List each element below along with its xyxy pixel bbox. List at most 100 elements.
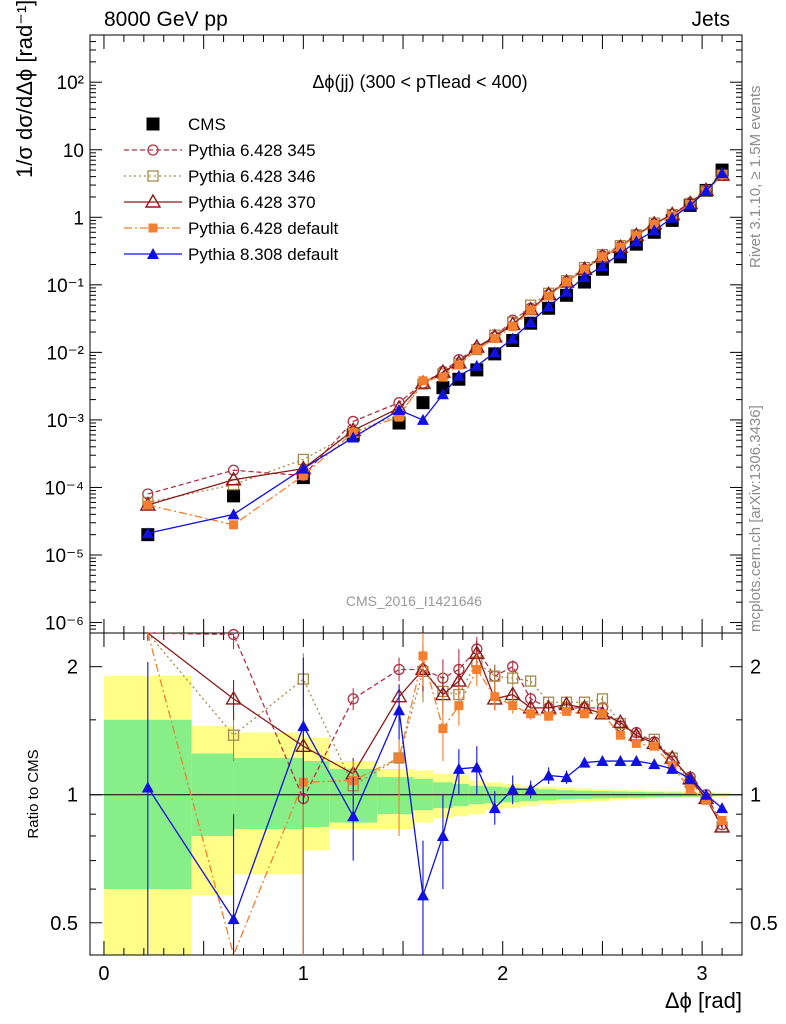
pythia-6-428-default-ratio-point xyxy=(631,738,641,748)
pythia-6-428-default-ratio-line xyxy=(147,632,723,958)
pythia-6-428-default-ratio-point xyxy=(615,730,625,740)
pythia-8-308-default-ratio-point xyxy=(347,810,360,822)
y-tick-label: 10⁻² xyxy=(47,343,85,364)
axis-ticks xyxy=(90,34,742,955)
legend-marker-pythia-6-428-default xyxy=(148,223,158,233)
pythia-6-428-346-ratio-point xyxy=(227,729,240,741)
pythia-8-308-default-point xyxy=(141,527,154,539)
pythia-8-308-default-ratio-point xyxy=(596,755,609,767)
pythia-8-308-default-point xyxy=(614,247,627,259)
pythia-8-308-default-ratio-point xyxy=(297,720,310,732)
pythia-6-428-default-point xyxy=(229,520,239,530)
pythia-8-308-default-point xyxy=(648,224,661,236)
pythia-8-308-default-ratio-point xyxy=(393,704,406,716)
stat-uncertainty-band xyxy=(233,757,304,830)
legend-marker-cms xyxy=(146,117,160,131)
y-tick-label: 10⁻⁵ xyxy=(45,546,84,567)
pythia-6-428-default-ratio-point xyxy=(597,709,607,719)
pythia-6-428-345-point xyxy=(347,415,359,428)
pythia-6-428-370-ratio-point xyxy=(612,713,629,729)
pythia-8-308-default-ratio-point xyxy=(666,762,679,774)
pythia-6-428-346-ratio-point xyxy=(507,672,519,684)
ratio-y-tick-label: 0.5 xyxy=(50,913,78,935)
rivet-version-label: Rivet 3.1.10, ≥ 1.5M events xyxy=(747,85,764,269)
axis-labels: 10⁻⁶ 10⁻⁵ 10⁻⁴ 10⁻³ 10⁻² 10⁻¹ 1 10 10² 0 1 2 3 0.5 0.5… xyxy=(12,0,778,1013)
legend-label-pythia-6-428-default: Pythia 6.428 default xyxy=(188,219,339,238)
pythia-6-428-default-ratio-point xyxy=(717,815,727,825)
pythia-6-428-345-ratio-point xyxy=(347,693,359,705)
pythia-8-308-default-point xyxy=(578,271,591,283)
pythia-6-428-345-point xyxy=(227,464,240,476)
pythia-8-308-default-point xyxy=(436,388,449,400)
pythia-6-428-default-point xyxy=(143,500,153,510)
y-tick-label: 10⁻¹ xyxy=(47,276,85,297)
pythia-6-428-default-point xyxy=(562,277,572,287)
plot-frames xyxy=(89,34,743,956)
pythia-8-308-default-ratio-point xyxy=(227,913,240,925)
pythia-8-308-default-ratio-point xyxy=(614,755,627,767)
main-y-axis-label: 1/σ dσ/dΔϕ [rad⁻¹] xyxy=(12,0,37,178)
x-tick-label: 1 xyxy=(298,963,309,985)
pythia-6-428-default-point xyxy=(597,252,607,262)
pythia-6-428-default-ratio-point xyxy=(454,701,464,711)
pythia-6-428-default-point xyxy=(298,471,308,481)
ratio-panel-series xyxy=(141,628,731,958)
legend: CMS Pythia 6.428 345 Pythia 6.428 346 Pythi… xyxy=(124,115,339,264)
pythia-6-428-default-ratio-point xyxy=(438,724,448,734)
pythia-6-428-default-ratio-point xyxy=(490,692,500,702)
pythia-6-428-default-point xyxy=(579,264,589,274)
ratio-y-tick-label: 2 xyxy=(67,657,78,679)
pythia-6-428-346-ratio-point xyxy=(489,670,501,682)
pythia-8-308-default-ratio-point xyxy=(560,771,573,783)
legend-label-cms: CMS xyxy=(188,115,226,134)
observable-label: Jets xyxy=(691,8,730,31)
ratio-y-axis-label: Ratio to CMS xyxy=(25,749,42,838)
pythia-8-308-default-ratio-point xyxy=(578,756,591,768)
pythia-8-308-default-ratio-point xyxy=(648,758,661,770)
pythia-6-428-346-ratio-point xyxy=(524,675,537,687)
pythia-6-428-default-ratio-point xyxy=(701,795,711,805)
legend-marker-pythia-8-308-default xyxy=(147,248,159,259)
pythia-8-308-default-ratio-point xyxy=(470,761,483,773)
ratio-uncertainty-bands xyxy=(103,676,731,955)
pythia-6-428-default-point xyxy=(526,305,536,315)
pythia-8-308-default-point xyxy=(470,359,483,371)
y-tick-label: 1 xyxy=(73,208,84,229)
pythia-6-428-370-point xyxy=(225,471,242,486)
pythia-8-308-default-ratio-point xyxy=(716,802,729,814)
y-tick-label: 10⁻³ xyxy=(47,411,85,432)
pythia-8-308-default-point xyxy=(716,167,729,179)
pythia-8-308-default-point xyxy=(227,508,240,520)
plot-title: Δϕ(jj) (300 < pTlead < 400) xyxy=(312,72,527,92)
pythia-6-428-default-ratio-point xyxy=(472,664,482,674)
pythia-6-428-default-ratio-point xyxy=(579,709,589,719)
x-tick-label: 2 xyxy=(497,963,508,985)
pythia-8-308-default-ratio-point xyxy=(684,772,697,784)
analysis-watermark: CMS_2016_I1421646 xyxy=(346,593,482,609)
stat-uncertainty-band xyxy=(377,777,414,815)
pythia-6-428-default-point xyxy=(508,322,518,332)
pythia-8-308-default-ratio-point xyxy=(630,755,643,767)
y-tick-label: 10 xyxy=(63,141,84,162)
pythia-8-308-default-ratio-point xyxy=(506,783,519,795)
pythia-8-308-default-ratio-point xyxy=(416,889,429,901)
legend-label-pythia-6-428-345: Pythia 6.428 345 xyxy=(188,141,316,160)
pythia-8-308-default-point xyxy=(524,316,537,328)
pythia-6-428-default-point xyxy=(544,291,554,301)
pythia-6-428-346-ratio-point xyxy=(596,693,609,705)
legend-label-pythia-6-428-370: Pythia 6.428 370 xyxy=(188,193,316,212)
pythia-8-308-default-ratio-point xyxy=(542,769,555,781)
legend-marker-pythia-6-428-370 xyxy=(144,193,162,208)
cms-point xyxy=(227,489,241,503)
x-tick-label: 0 xyxy=(98,963,109,985)
pythia-6-428-default-point xyxy=(394,412,404,422)
pythia-8-308-default-point xyxy=(666,211,679,223)
ratio-y-tick-label-right: 0.5 xyxy=(750,913,778,935)
legend-marker-pythia-6-428-345 xyxy=(147,144,159,156)
pythia-8-308-default-ratio-point xyxy=(141,781,154,793)
pythia-6-428-default-point xyxy=(418,376,428,386)
ratio-frame xyxy=(89,632,743,956)
pythia-8-308-default-point xyxy=(506,332,519,344)
pythia-6-428-default-point xyxy=(454,360,464,370)
